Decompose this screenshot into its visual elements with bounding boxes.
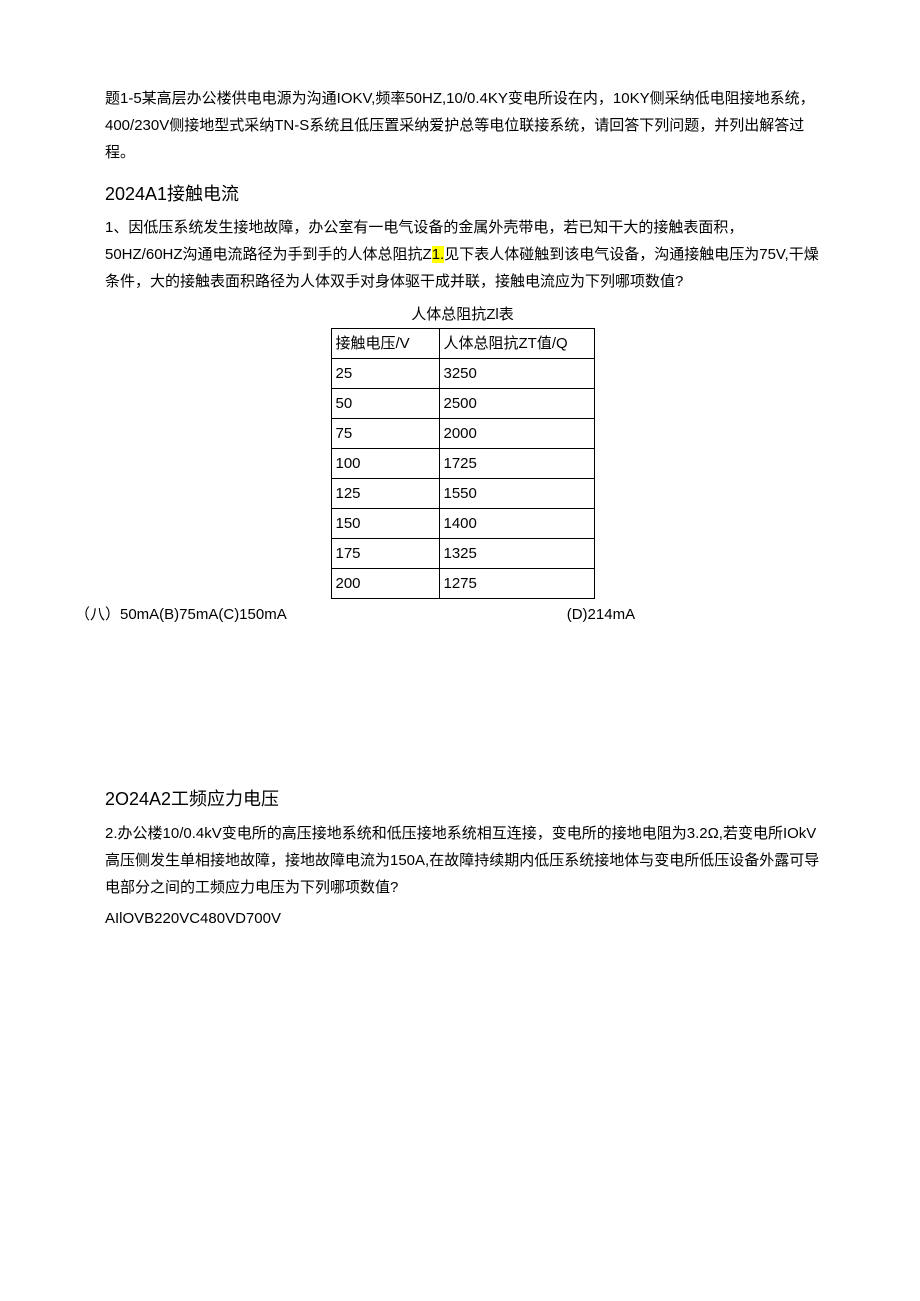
table-row: 25 3250 <box>331 359 594 389</box>
col2-header: 人体总阻抗ZT值/Q <box>439 329 594 359</box>
cell-voltage: 75 <box>331 419 439 449</box>
table-row: 75 2000 <box>331 419 594 449</box>
cell-impedance: 2000 <box>439 419 594 449</box>
impedance-table: 接触电压/V 人体总阻抗ZT值/Q 25 3250 50 2500 75 200… <box>331 328 595 599</box>
cell-impedance: 1275 <box>439 569 594 599</box>
section1-heading: 2024A1接触电流 <box>105 178 820 210</box>
cell-impedance: 3250 <box>439 359 594 389</box>
table-row: 150 1400 <box>331 509 594 539</box>
q1-highlight: 1. <box>432 246 445 263</box>
cell-voltage: 150 <box>331 509 439 539</box>
cell-voltage: 200 <box>331 569 439 599</box>
cell-impedance: 1400 <box>439 509 594 539</box>
cell-voltage: 25 <box>331 359 439 389</box>
section2-heading: 2O24A2工频应力电压 <box>105 783 820 815</box>
q2-options: AIlOVB220VC480VD700V <box>105 905 820 932</box>
q1-options: （八）50mA(B)75mA(C)150mA (D)214mA <box>105 601 820 628</box>
cell-voltage: 50 <box>331 389 439 419</box>
cell-voltage: 175 <box>331 539 439 569</box>
intro-paragraph: 题1-5某高层办公楼供电电源为沟通IOKV,频率50HZ,10/0.4KY变电所… <box>105 85 820 166</box>
question1-body: 1、因低压系统发生接地故障，办公室有一电气设备的金属外壳带电，若已知干大的接触表… <box>105 214 820 295</box>
cell-impedance: 2500 <box>439 389 594 419</box>
table-row: 100 1725 <box>331 449 594 479</box>
table-row: 50 2500 <box>331 389 594 419</box>
cell-voltage: 100 <box>331 449 439 479</box>
q1-options-right: (D)214mA <box>567 601 635 628</box>
impedance-table-wrap: 人体总阻抗Zl表 接触电压/V 人体总阻抗ZT值/Q 25 3250 50 25… <box>105 301 820 599</box>
impedance-table-title: 人体总阻抗Zl表 <box>331 301 595 328</box>
question2-body: 2.办公楼10/0.4kV变电所的高压接地系统和低压接地系统相互连接，变电所的接… <box>105 820 820 901</box>
cell-impedance: 1325 <box>439 539 594 569</box>
col1-header: 接触电压/V <box>331 329 439 359</box>
cell-voltage: 125 <box>331 479 439 509</box>
table-row: 125 1550 <box>331 479 594 509</box>
table-row: 175 1325 <box>331 539 594 569</box>
table-row: 200 1275 <box>331 569 594 599</box>
table-header-row: 接触电压/V 人体总阻抗ZT值/Q <box>331 329 594 359</box>
cell-impedance: 1725 <box>439 449 594 479</box>
cell-impedance: 1550 <box>439 479 594 509</box>
q1-options-left: （八）50mA(B)75mA(C)150mA <box>75 601 287 628</box>
